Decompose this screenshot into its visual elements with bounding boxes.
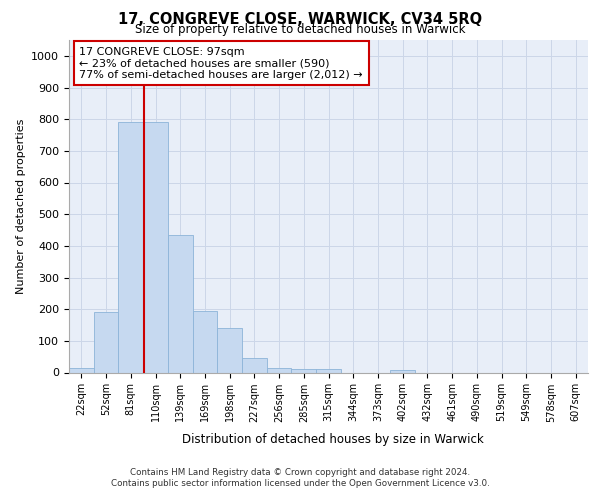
Bar [118,122,143,372]
Text: 17, CONGREVE CLOSE, WARWICK, CV34 5RQ: 17, CONGREVE CLOSE, WARWICK, CV34 5RQ [118,12,482,26]
Bar [292,370,316,372]
Bar [217,328,242,372]
Bar [94,312,118,372]
Bar [168,235,193,372]
Bar [193,310,217,372]
Y-axis label: Number of detached properties: Number of detached properties [16,118,26,294]
Text: Distribution of detached houses by size in Warwick: Distribution of detached houses by size … [182,432,484,446]
Bar [69,368,94,372]
Text: Contains HM Land Registry data © Crown copyright and database right 2024.
Contai: Contains HM Land Registry data © Crown c… [110,468,490,487]
Bar [143,122,168,372]
Text: Size of property relative to detached houses in Warwick: Size of property relative to detached ho… [135,24,465,36]
Bar [316,370,341,372]
Bar [390,370,415,372]
Bar [267,368,292,372]
Bar [242,358,267,372]
Text: 17 CONGREVE CLOSE: 97sqm
← 23% of detached houses are smaller (590)
77% of semi-: 17 CONGREVE CLOSE: 97sqm ← 23% of detach… [79,46,363,80]
